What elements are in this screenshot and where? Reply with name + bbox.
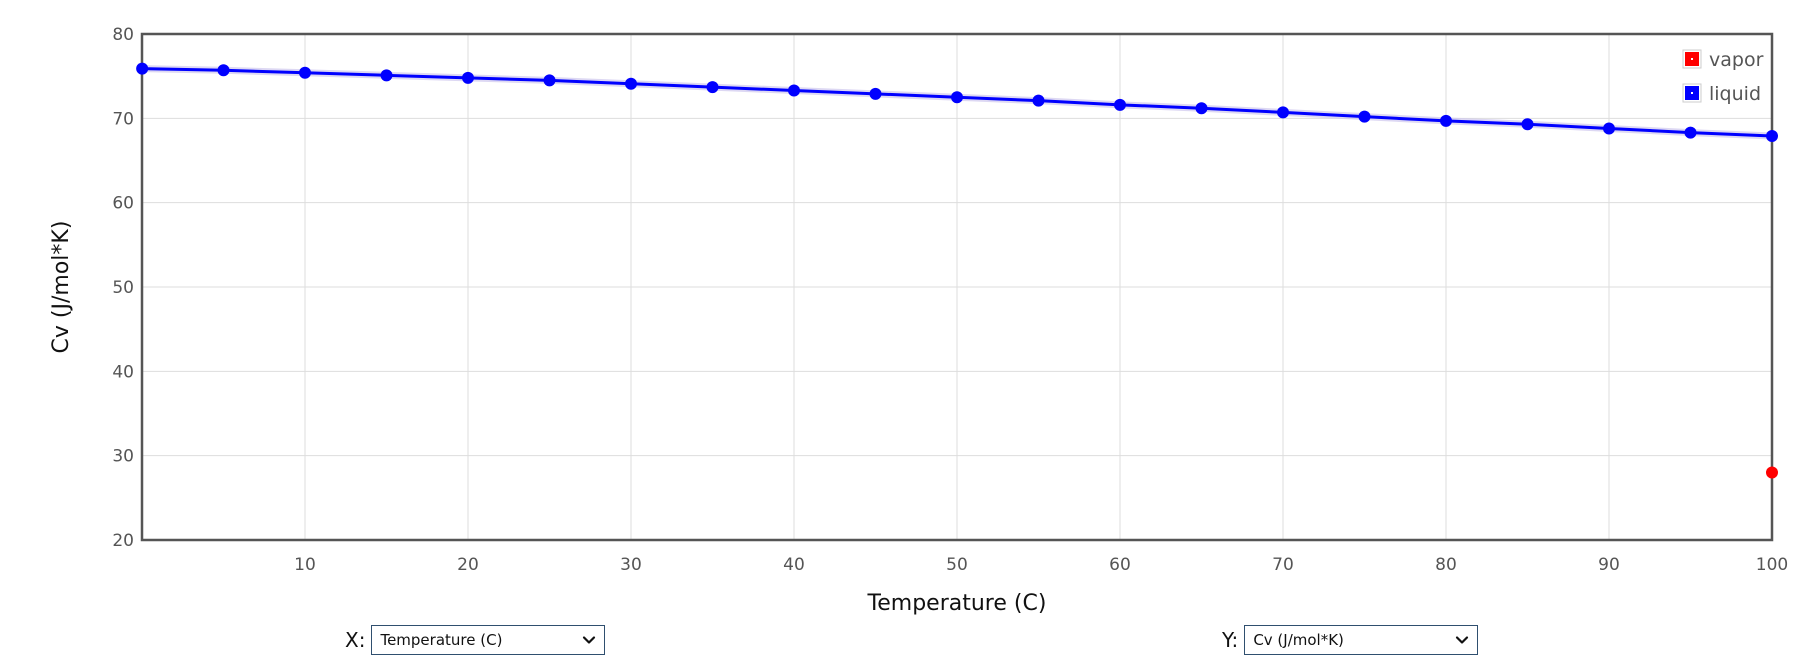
legend-item-vapor[interactable]: vapor — [1682, 49, 1764, 71]
chevron-down-icon — [1456, 636, 1469, 644]
y-axis-title: Cv (J/mol*K) — [49, 221, 74, 354]
y-tick-label: 20 — [112, 531, 134, 551]
legend-item-liquid[interactable]: liquid — [1682, 83, 1761, 105]
y-axis-dropdown-value: Cv (J/mol*K) — [1253, 631, 1344, 649]
plot-area-border — [140, 32, 1774, 542]
y-tick-label: 30 — [112, 447, 134, 467]
data-point[interactable] — [1440, 114, 1452, 127]
chevron-down-icon — [583, 636, 596, 644]
data-point[interactable] — [380, 69, 393, 82]
x-axis-dropdown-value: Temperature (C) — [380, 631, 503, 649]
x-tick-label: 100 — [1756, 555, 1788, 575]
data-point[interactable] — [706, 81, 719, 94]
x-tick-label: 80 — [1435, 555, 1457, 575]
x-axis-dropdown[interactable]: Temperature (C) — [371, 625, 606, 655]
x-axis-title: Temperature (C) — [867, 591, 1047, 616]
legend-swatch-dot — [1691, 58, 1693, 60]
data-point[interactable] — [1277, 106, 1289, 119]
y-tick-labels: 20 30 40 50 60 70 80 — [112, 25, 134, 551]
series-liquid — [136, 62, 1778, 143]
legend-swatch-dot — [1691, 92, 1693, 94]
data-point[interactable] — [1684, 126, 1697, 139]
data-point[interactable] — [1114, 98, 1126, 111]
x-selector-label: X: — [345, 628, 366, 652]
x-tick-labels: 10 20 30 40 50 60 70 80 90 100 — [294, 555, 1788, 575]
series-layer — [136, 62, 1778, 479]
data-point[interactable] — [136, 62, 149, 75]
series-vapor — [1766, 466, 1778, 479]
data-point[interactable] — [625, 77, 637, 90]
legend-label: vapor — [1709, 49, 1764, 71]
data-point[interactable] — [1032, 94, 1045, 107]
data-point[interactable] — [951, 91, 963, 104]
x-tick-label: 50 — [946, 555, 968, 575]
y-tick-label: 70 — [112, 109, 134, 129]
grid-lines — [142, 33, 1773, 541]
data-point[interactable] — [1603, 122, 1615, 135]
data-point[interactable] — [788, 84, 800, 97]
x-tick-label: 90 — [1598, 555, 1620, 575]
data-point[interactable] — [217, 64, 230, 77]
y-axis-dropdown[interactable]: Cv (J/mol*K) — [1244, 625, 1479, 655]
x-tick-label: 20 — [457, 555, 479, 575]
y-tick-label: 40 — [112, 362, 134, 382]
data-point[interactable] — [543, 74, 556, 87]
data-point[interactable] — [1521, 118, 1534, 131]
x-tick-label: 30 — [620, 555, 642, 575]
y-selector-label: Y: — [1222, 628, 1239, 652]
x-tick-label: 40 — [783, 555, 805, 575]
y-tick-label: 80 — [112, 25, 134, 45]
data-point[interactable] — [1766, 130, 1778, 143]
x-axis-selector: X: Temperature (C) — [345, 625, 606, 655]
y-tick-label: 60 — [112, 194, 134, 214]
data-point[interactable] — [299, 66, 311, 79]
legend[interactable]: vapor liquid — [1682, 49, 1764, 105]
x-tick-label: 70 — [1272, 555, 1294, 575]
data-point[interactable] — [1358, 110, 1371, 123]
data-point[interactable] — [1766, 466, 1778, 479]
x-tick-label: 60 — [1109, 555, 1131, 575]
legend-label: liquid — [1709, 83, 1761, 105]
x-tick-label: 10 — [294, 555, 316, 575]
data-point[interactable] — [462, 71, 474, 84]
data-point[interactable] — [1195, 102, 1208, 115]
y-tick-label: 50 — [112, 278, 134, 298]
y-axis-selector: Y: Cv (J/mol*K) — [1222, 625, 1479, 655]
data-point[interactable] — [869, 87, 882, 100]
